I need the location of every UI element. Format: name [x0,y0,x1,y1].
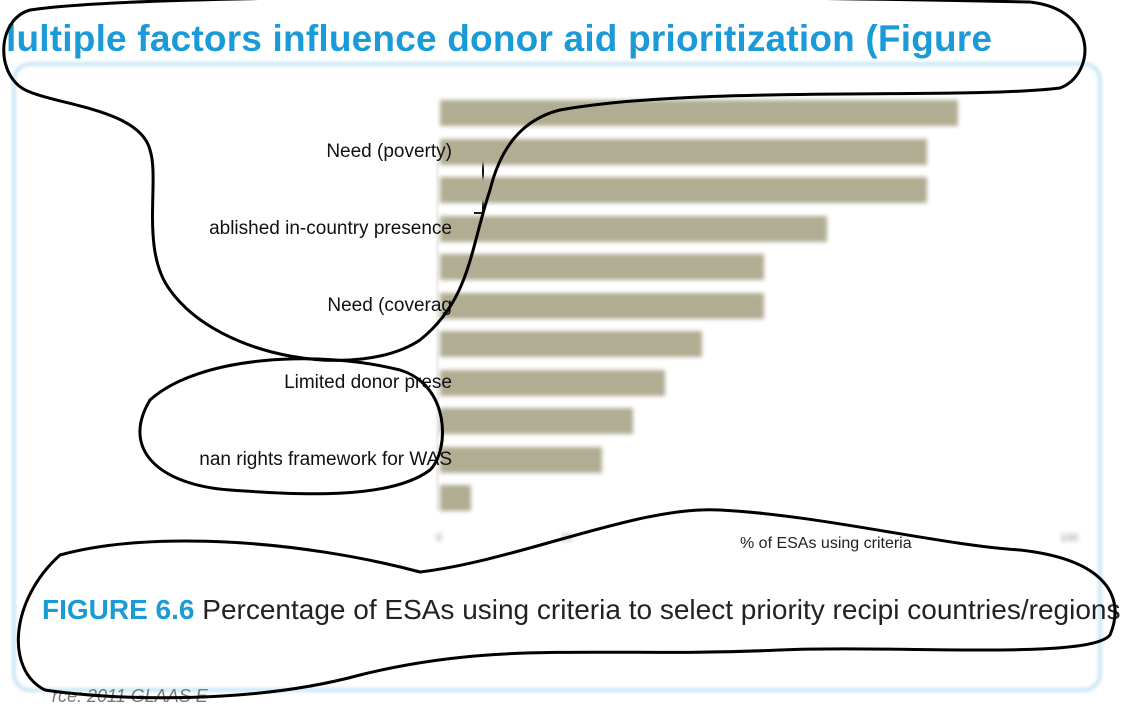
category-label: Need (coverag [327,294,452,316]
bar [440,292,765,319]
bar [440,177,927,203]
category-label: Limited donor prese [284,371,452,393]
bar [440,446,603,473]
bar [440,138,927,165]
figure-caption-text: Percentage of ESAs using criteria to sel… [194,594,1121,625]
bar [440,408,634,434]
bar [440,215,827,242]
category-label: nan rights framework for WAS [199,448,452,470]
x-axis-label: % of ESAs using criteria [740,535,912,552]
bar [440,254,765,280]
x-tick-label: 100 [1060,532,1079,544]
bar [440,369,665,396]
figure-label: FIGURE 6.6 [42,594,195,625]
bar [440,485,472,511]
bar [440,100,958,126]
figure-caption: FIGURE 6.6 Percentage of ESAs using crit… [42,590,1127,630]
x-tick-label: 0 [436,532,443,544]
source-note: rce: 2011 GLAAS E [52,686,208,706]
category-label: Need (poverty) [326,140,452,162]
category-label: ablished in-country presence [209,217,452,239]
bar [440,331,703,357]
x-tick-label: 20 [560,532,574,544]
